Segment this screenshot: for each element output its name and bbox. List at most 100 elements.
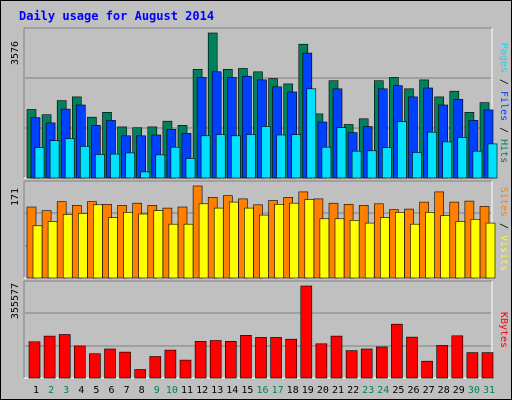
bar-kbytes-day-3 [58,334,71,379]
bar-kbytes-day-17 [270,337,282,379]
bar-visits-day-29 [455,221,466,279]
x-tick-label: 14 [226,385,238,396]
bar-kbytes-day-27 [421,360,433,379]
bar-pages-day-4 [80,146,90,179]
bar-kbytes-day-11 [179,359,192,379]
bar-pages-day-20 [321,146,332,179]
bar-pages-day-18 [291,134,302,179]
legend-entry-files: Files [498,91,509,121]
bar-kbytes-day-31 [481,352,494,379]
x-tick-label: 19 [302,385,314,396]
legend-separator: / [498,121,509,139]
bar-visits-day-30 [470,219,481,279]
legend-visits-sites: Sites / Visits [498,187,509,271]
bar-pages-day-23 [366,150,377,179]
x-tick-label: 16 [256,385,268,396]
bar-visits-day-11 [183,223,194,279]
legend-separator: / [498,217,509,235]
bar-visits-day-24 [379,217,390,279]
bar-visits-day-22 [349,220,360,279]
bar-pages-day-19 [306,88,317,179]
chart-title: Daily usage for August 2014 [19,9,215,23]
x-tick-label: 27 [423,385,435,396]
bar-visits-day-28 [440,215,451,279]
bar-visits-day-13 [213,207,224,279]
bar-kbytes-day-13 [209,340,222,379]
bar-pages-day-11 [185,158,196,179]
bar-kbytes-day-29 [451,335,464,379]
bar-visits-day-17 [274,204,284,279]
legend-entry-visits: Visits [498,235,509,271]
x-tick-label: 31 [483,385,495,396]
bar-visits-day-25 [395,212,405,279]
bar-visits-day-12 [198,203,209,279]
x-tick-label: 18 [287,385,299,396]
bar-kbytes-day-5 [89,353,101,379]
bar-pages-day-28 [442,141,453,179]
bar-visits-day-8 [138,213,148,279]
x-tick-label: 13 [211,385,223,396]
bar-visits-day-7 [123,212,133,279]
bar-pages-day-25 [397,121,407,179]
x-tick-label: 11 [181,385,193,396]
bar-pages-day-26 [412,152,422,179]
bar-kbytes-day-25 [391,323,403,379]
bar-pages-day-5 [95,154,105,179]
x-tick-label: 1 [33,385,39,396]
bar-pages-day-24 [381,147,392,179]
bar-visits-day-18 [289,202,300,279]
bar-visits-day-15 [244,207,254,279]
y-axis-max-label: 3576 [10,41,21,65]
bar-visits-day-6 [108,217,118,279]
x-tick-label: 15 [241,385,253,396]
x-tick-label: 22 [347,385,359,396]
x-tick-label: 23 [362,385,374,396]
bar-kbytes-day-15 [240,334,252,379]
bar-pages-day-22 [351,150,362,179]
bar-visits-day-31 [485,222,496,279]
bar-kbytes-day-30 [466,352,479,379]
bar-pages-day-30 [472,150,483,179]
bar-kbytes-day-14 [225,340,237,379]
bar-pages-day-29 [457,137,468,179]
bar-pages-day-31 [487,143,498,179]
bar-pages-day-9 [155,154,166,179]
bar-pages-day-7 [125,152,135,179]
x-tick-label: 30 [468,385,480,396]
bar-visits-day-2 [47,221,58,279]
bar-pages-day-10 [170,146,181,179]
bar-visits-day-23 [364,222,375,279]
bar-kbytes-day-19 [300,285,313,379]
bar-pages-day-3 [64,138,75,179]
x-tick-label: 8 [139,385,145,396]
bar-pages-day-14 [231,135,241,179]
bar-visits-day-3 [62,214,73,279]
bar-kbytes-day-8 [134,369,146,379]
x-tick-label: 29 [453,385,465,396]
bar-pages-day-1 [34,147,45,179]
bar-kbytes-day-1 [28,341,41,379]
bar-kbytes-day-4 [74,345,86,379]
bar-pages-day-21 [336,127,347,179]
x-tick-label: 2 [48,385,54,396]
x-tick-label: 25 [392,385,404,396]
bar-pages-day-15 [246,134,256,179]
y-axis-max-label: 355577 [10,283,21,319]
bar-kbytes-day-20 [315,343,328,379]
legend-separator: / [498,73,509,91]
legend-entry-sites: Sites [498,187,509,217]
bar-kbytes-day-9 [149,356,162,379]
bar-kbytes-day-28 [436,345,449,379]
x-tick-label: 9 [154,385,160,396]
bar-visits-day-21 [334,218,345,279]
bar-visits-day-20 [319,218,330,279]
x-tick-label: 4 [78,385,84,396]
x-tick-label: 20 [317,385,329,396]
bar-pages-day-12 [200,135,211,179]
bar-kbytes-day-6 [104,348,116,379]
bar-visits-day-27 [425,212,435,279]
bar-kbytes-day-26 [406,336,418,379]
bar-pages-day-2 [49,140,60,179]
